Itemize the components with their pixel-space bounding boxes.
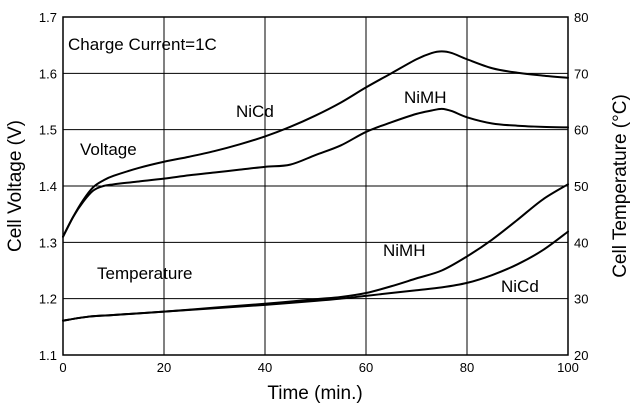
y-right-tick-label: 70 bbox=[574, 66, 588, 81]
y-axis-right-label: Cell Temperature (°C) bbox=[610, 94, 631, 278]
annotation-nimh-temp: NiMH bbox=[383, 241, 426, 260]
x-tick-label: 60 bbox=[359, 360, 373, 375]
y-left-tick-label: 1.1 bbox=[39, 348, 57, 363]
y-right-tick-label: 80 bbox=[574, 10, 588, 25]
x-tick-label: 20 bbox=[157, 360, 171, 375]
tick-layer: 0 20 40 60 80 100 1.1 1.2 1.3 1.4 1.5 1.6 1.7 20 30 40 5… bbox=[39, 10, 589, 375]
y-right-tick-label: 60 bbox=[574, 123, 588, 138]
plot-frame bbox=[62, 16, 569, 356]
y-right-tick-label: 40 bbox=[574, 235, 588, 250]
y-right-tick-label: 30 bbox=[574, 292, 588, 307]
y-right-tick-label: 20 bbox=[574, 348, 588, 363]
y-left-tick-label: 1.2 bbox=[39, 292, 57, 307]
annotation-voltage: Voltage bbox=[80, 140, 137, 159]
annotation-temperature: Temperature bbox=[97, 264, 192, 283]
annotation-nicd-temp: NiCd bbox=[501, 277, 539, 296]
x-tick-label: 0 bbox=[59, 360, 66, 375]
y-left-tick-label: 1.5 bbox=[39, 123, 57, 138]
y-right-tick-label: 50 bbox=[574, 179, 588, 194]
annotation-charge-current: Charge Current=1C bbox=[68, 35, 217, 54]
x-tick-label: 100 bbox=[557, 360, 579, 375]
nimh-voltage-line bbox=[62, 107, 569, 238]
x-axis-label: Time (min.) bbox=[267, 383, 362, 404]
annotation-nimh-voltage: NiMH bbox=[404, 88, 447, 107]
nicd-temperature-line bbox=[62, 230, 569, 322]
y-left-tick-label: 1.3 bbox=[39, 235, 57, 250]
x-tick-label: 80 bbox=[460, 360, 474, 375]
annotation-nicd-voltage: NiCd bbox=[236, 102, 274, 121]
y-left-tick-label: 1.4 bbox=[39, 179, 57, 194]
y-axis-left-label: Cell Voltage (V) bbox=[5, 120, 26, 252]
nicd-voltage-line bbox=[62, 50, 569, 238]
y-left-tick-label: 1.7 bbox=[39, 10, 57, 25]
x-tick-label: 40 bbox=[258, 360, 272, 375]
y-left-tick-label: 1.6 bbox=[39, 66, 57, 81]
series-layer bbox=[62, 50, 569, 322]
